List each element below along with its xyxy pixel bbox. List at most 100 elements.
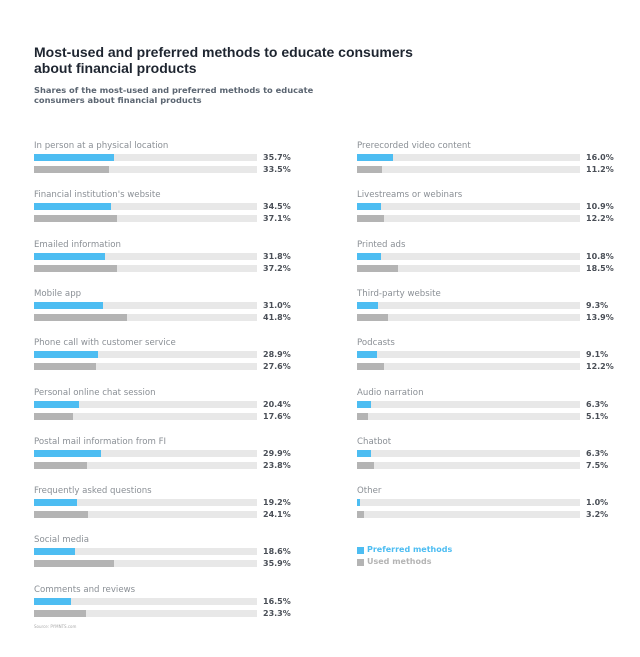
bar-track <box>357 351 580 359</box>
category-label: Comments and reviews <box>34 584 136 595</box>
value-label: 37.1% <box>263 214 291 224</box>
category-label: Mobile app <box>34 288 82 299</box>
bar-track <box>357 301 580 309</box>
category-label: Phone call with customer service <box>34 338 176 349</box>
bar-group: Livestreams or webinars 10.9% 12.2% <box>357 189 640 225</box>
value-label: 1.0% <box>586 498 609 508</box>
bar-preferred <box>34 548 76 556</box>
value-label: 12.2% <box>586 362 614 372</box>
bar-track <box>34 203 257 211</box>
bar-track <box>34 363 257 371</box>
bar-used <box>34 511 88 519</box>
value-label: 10.9% <box>586 202 614 212</box>
bar-preferred <box>357 400 372 408</box>
bar-preferred <box>357 449 372 457</box>
value-label: 6.3% <box>586 448 609 458</box>
value-label: 35.7% <box>263 153 291 162</box>
bar-track <box>357 203 580 211</box>
bar-group: Prerecorded video content 16.0% 11.2% <box>357 140 640 176</box>
bar-track <box>357 166 580 173</box>
bar-used <box>34 363 96 371</box>
bar-group: Personal online chat session 20.4% 17.6% <box>34 387 324 423</box>
bar-group: Social media 18.6% 35.9% <box>34 534 324 570</box>
value-label: 18.6% <box>263 547 291 557</box>
bar-track <box>357 252 580 260</box>
value-label: 16.5% <box>263 596 291 606</box>
bar-track <box>34 461 257 469</box>
category-label: Third-party website <box>357 288 441 299</box>
value-label: 35.9% <box>263 559 291 569</box>
bar-track <box>357 400 580 408</box>
bar-track <box>34 264 257 272</box>
bar-used <box>357 313 388 321</box>
value-label: 5.1% <box>586 411 609 421</box>
bar-track <box>34 511 257 519</box>
legend-label: Used methods <box>367 557 432 566</box>
value-label: 34.5% <box>263 202 291 212</box>
category-label: In person at a physical location <box>34 141 169 151</box>
category-label: Emailed information <box>34 239 121 250</box>
bar-track <box>357 313 580 321</box>
category-label: Printed ads <box>357 239 406 250</box>
bar-track <box>34 351 257 359</box>
bar-used <box>34 609 86 617</box>
value-label: 13.9% <box>586 312 614 322</box>
bar-track <box>357 511 580 519</box>
bar-used <box>34 313 128 321</box>
category-label: Financial institution's website <box>34 190 161 201</box>
legend-label: Preferred methods <box>367 545 453 554</box>
value-label: 3.2% <box>586 510 609 520</box>
value-label: 10.8% <box>586 251 614 261</box>
bar-track <box>357 461 580 469</box>
value-label: 18.5% <box>586 263 614 273</box>
bar-used <box>357 264 399 272</box>
bar-group: Printed ads 10.8% 18.5% <box>357 239 640 275</box>
bar-used <box>357 363 385 371</box>
bar-track <box>357 264 580 272</box>
bar-group: Financial institution's website 34.5% 37.1… <box>34 189 324 225</box>
bar-track <box>34 154 257 161</box>
value-label: 17.6% <box>263 411 291 421</box>
bar-group: In person at a physical location 35.7% 33.… <box>34 140 324 176</box>
category-label: Social media <box>34 535 89 546</box>
bar-preferred <box>357 499 361 507</box>
bar-used <box>34 215 117 223</box>
bar-track <box>357 499 580 507</box>
bar-track <box>34 252 257 260</box>
bar-track <box>34 548 257 556</box>
category-label: Postal mail information from FI <box>34 436 167 447</box>
legend-swatch-preferred <box>357 546 364 554</box>
bar-used <box>34 461 88 469</box>
bar-track <box>34 560 257 568</box>
value-label: 12.2% <box>586 214 614 224</box>
bar-track <box>34 609 257 617</box>
bar-preferred <box>357 154 393 161</box>
bar-used <box>357 215 385 223</box>
legend-preferred: Preferred methods <box>357 544 452 556</box>
bar-group: Frequently asked questions 19.2% 24.1% <box>34 485 324 521</box>
value-label: 31.8% <box>263 251 291 261</box>
category-label: Audio narration <box>357 387 424 398</box>
bar-track <box>34 215 257 223</box>
value-label: 11.2% <box>586 165 614 174</box>
category-label: Frequently asked questions <box>34 486 152 497</box>
value-label: 23.3% <box>263 608 291 618</box>
bar-group: Chatbot 6.3% 7.5% <box>357 436 640 472</box>
bar-preferred <box>357 203 382 211</box>
bar-preferred <box>34 597 71 605</box>
value-label: 24.1% <box>263 510 291 520</box>
bar-used <box>34 264 117 272</box>
bar-track <box>357 412 580 420</box>
bar-track <box>34 499 257 507</box>
value-label: 27.6% <box>263 362 291 372</box>
value-label: 23.8% <box>263 460 291 470</box>
bar-track <box>34 301 257 309</box>
value-label: 16.0% <box>586 153 614 162</box>
legend-swatch-used <box>357 558 364 566</box>
value-label: 28.9% <box>263 350 291 360</box>
bar-track <box>34 400 257 408</box>
value-label: 29.9% <box>263 448 291 458</box>
chart-subtitle: Shares of the most-used and preferred me… <box>34 85 314 105</box>
value-label: 9.3% <box>586 300 609 310</box>
category-label: Other <box>357 486 382 497</box>
